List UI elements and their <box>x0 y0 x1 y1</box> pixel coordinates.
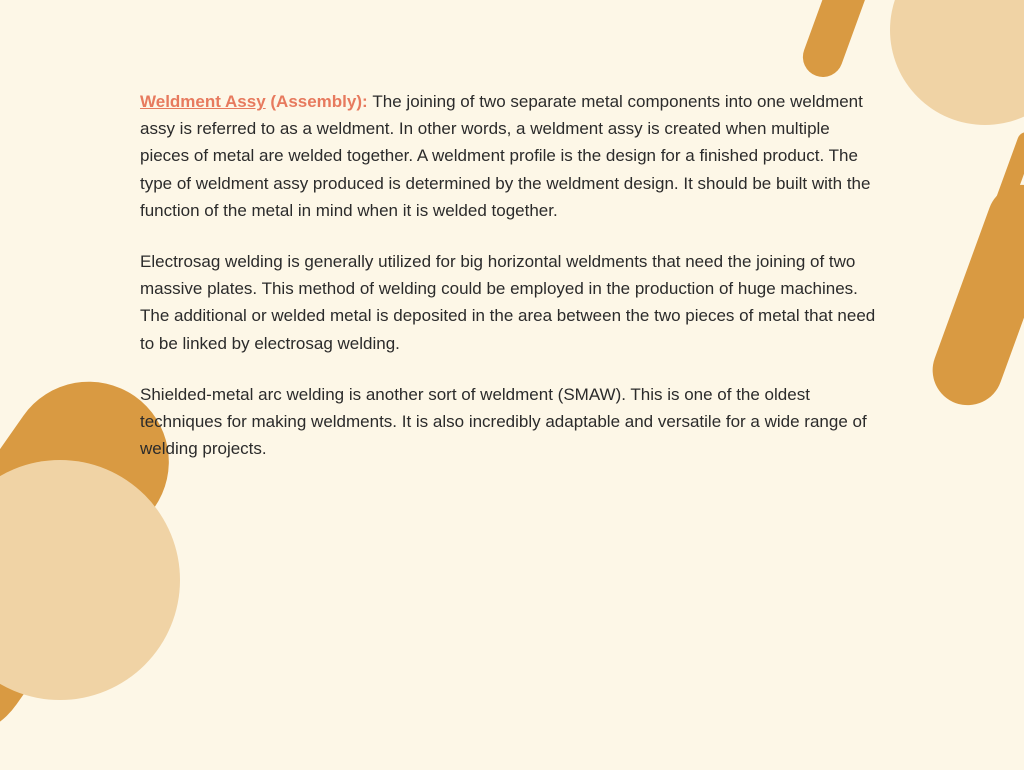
decor-top-right-circle <box>890 0 1024 125</box>
paragraph-1-text: The joining of two separate metal compon… <box>140 92 870 220</box>
decor-bottom-left-circle <box>0 460 180 700</box>
paragraph-3: Shielded-metal arc welding is another so… <box>140 381 880 463</box>
heading-suffix: (Assembly): <box>266 92 373 111</box>
decor-top-pill <box>797 0 882 83</box>
content-block: Weldment Assy (Assembly): The joining of… <box>140 88 880 486</box>
paragraph-1: Weldment Assy (Assembly): The joining of… <box>140 88 880 224</box>
paragraph-2: Electrosag welding is generally utilized… <box>140 248 880 357</box>
weldment-assy-link[interactable]: Weldment Assy <box>140 92 266 111</box>
